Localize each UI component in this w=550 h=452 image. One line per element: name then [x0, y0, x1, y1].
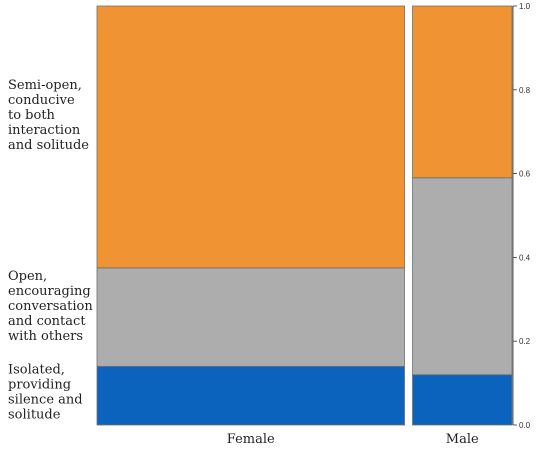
row-label-line: to both — [8, 108, 56, 123]
tile-female-2 — [96, 5, 405, 269]
y-tick-label-3: 0.6 — [519, 170, 531, 179]
row-label-line: interaction — [8, 123, 81, 138]
row-label-line: Semi-open, — [8, 78, 82, 93]
row-label-line: and contact — [8, 314, 86, 329]
row-label-line: silence and — [8, 393, 83, 408]
x-label-female: Female — [227, 432, 275, 447]
row-label-line: encouraging — [8, 284, 91, 299]
row-label-line: with others — [8, 329, 83, 344]
y-tick-label-1: 0.2 — [519, 337, 531, 346]
tile-male-0 — [412, 374, 513, 426]
row-label-line: providing — [8, 378, 71, 393]
tile-female-0 — [96, 365, 405, 426]
tile-female-1 — [96, 267, 405, 367]
x-label-male: Male — [446, 432, 479, 447]
y-tick-label-4: 0.8 — [519, 86, 531, 95]
row-label-line: Isolated, — [8, 363, 65, 378]
tile-male-2 — [412, 5, 513, 179]
row-label-line: Open, — [8, 269, 47, 284]
tile-male-1 — [412, 177, 513, 376]
row-label-line: and solitude — [8, 138, 89, 153]
y-tick-label-5: 1.0 — [519, 2, 531, 11]
y-tick-label-0: 0.0 — [519, 421, 531, 430]
row-label-line: conducive — [8, 93, 75, 108]
row-label-line: conversation — [8, 299, 93, 314]
y-tick-label-2: 0.4 — [519, 253, 531, 262]
row-label-line: solitude — [8, 408, 61, 423]
